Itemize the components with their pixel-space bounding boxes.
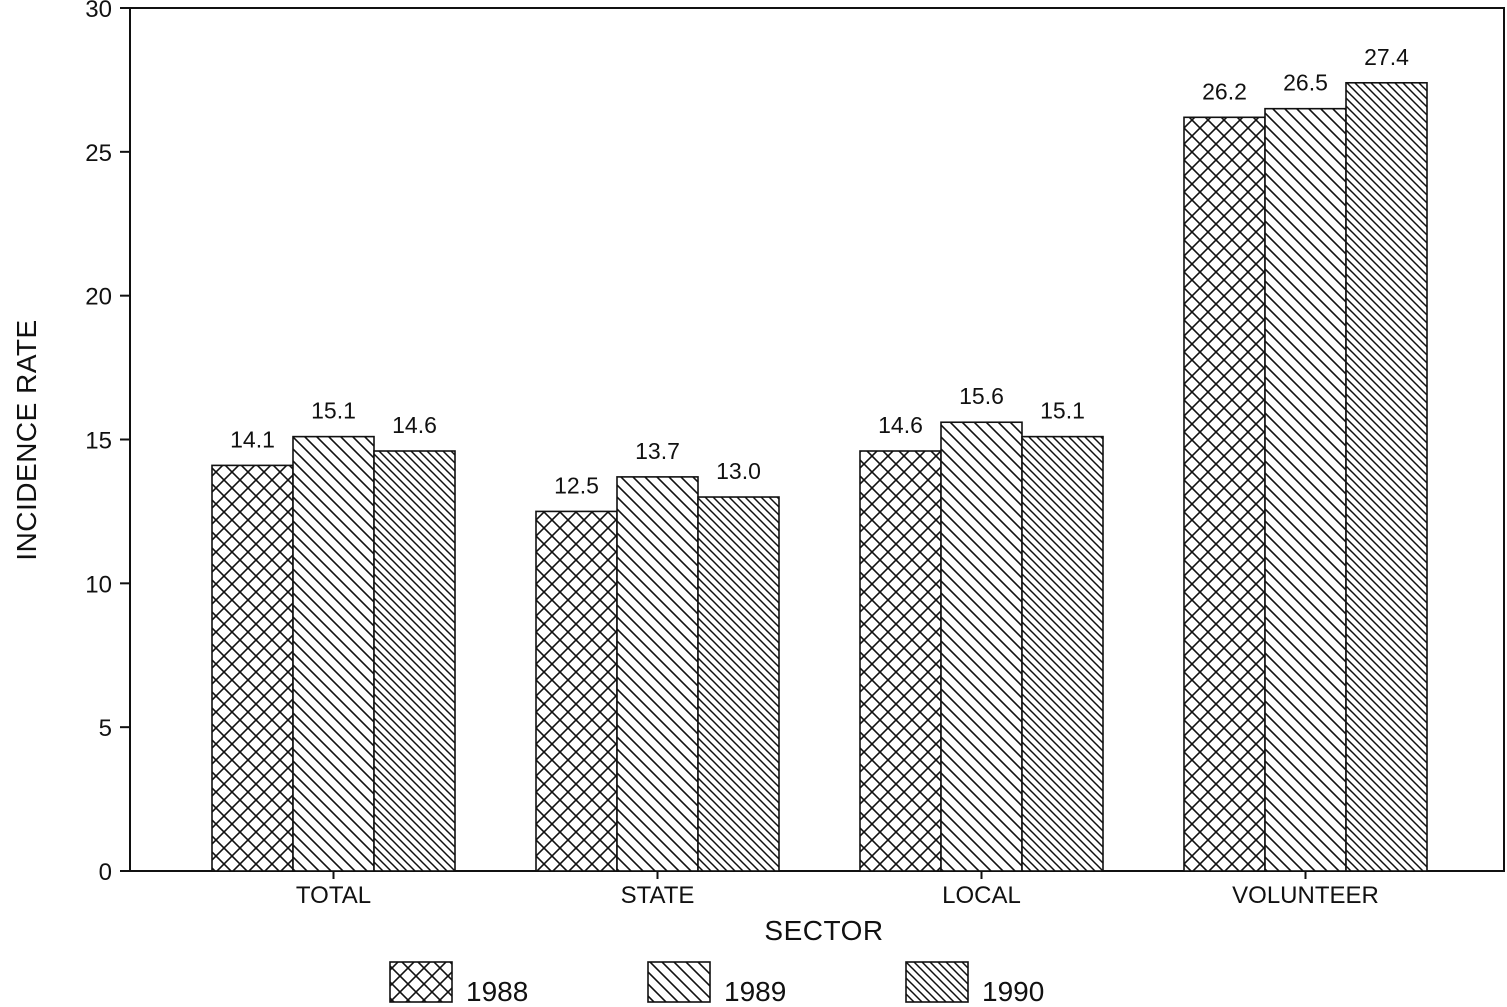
y-tick-label: 0 bbox=[99, 859, 112, 886]
value-label: 12.5 bbox=[554, 472, 599, 498]
bar-volunteer-1989 bbox=[1264, 107, 1347, 872]
bar-volunteer-1988 bbox=[1183, 116, 1266, 872]
legend: 1988 1989 1990 bbox=[389, 961, 1044, 1007]
value-label: 13.7 bbox=[635, 438, 680, 464]
value-labels: 14.1 15.1 14.6 12.5 13.7 13.0 14.6 15.6 15.1 26.2… bbox=[230, 44, 1409, 499]
legend-label: 1988 bbox=[466, 976, 528, 1007]
x-axis-title: SECTOR bbox=[764, 915, 883, 946]
value-label: 15.1 bbox=[311, 398, 356, 424]
legend-label: 1990 bbox=[982, 976, 1044, 1007]
value-label: 15.1 bbox=[1040, 398, 1085, 424]
y-tick-label: 15 bbox=[85, 428, 112, 455]
bar-state-1988 bbox=[535, 510, 618, 872]
value-label: 14.6 bbox=[392, 412, 437, 438]
y-tick-label: 10 bbox=[85, 571, 112, 598]
bar-volunteer-1990 bbox=[1345, 81, 1428, 872]
value-label: 13.0 bbox=[716, 458, 761, 484]
category-label: TOTAL bbox=[296, 882, 371, 909]
bar-total-1988 bbox=[211, 464, 294, 872]
value-label: 26.2 bbox=[1202, 78, 1247, 104]
value-label: 14.1 bbox=[230, 426, 275, 452]
y-axis: 0 5 10 15 20 25 30 bbox=[85, 0, 130, 886]
bar-total-1990 bbox=[373, 450, 456, 872]
bar-local-1989 bbox=[940, 421, 1023, 872]
legend-swatch-1990 bbox=[905, 961, 969, 1003]
bar-local-1988 bbox=[859, 450, 942, 872]
bar-local-1990 bbox=[1021, 435, 1104, 872]
legend-swatch-1989 bbox=[647, 961, 711, 1003]
value-label: 15.6 bbox=[959, 383, 1004, 409]
y-tick-label: 5 bbox=[99, 715, 112, 742]
legend-swatch-1988 bbox=[389, 961, 453, 1003]
y-tick-label: 30 bbox=[85, 0, 112, 23]
bar-state-1989 bbox=[616, 476, 699, 872]
category-label: VOLUNTEER bbox=[1232, 882, 1379, 909]
value-label: 26.5 bbox=[1283, 70, 1328, 96]
category-label: LOCAL bbox=[942, 882, 1021, 909]
bar-state-1990 bbox=[697, 496, 780, 872]
y-axis-title: INCIDENCE RATE bbox=[11, 319, 42, 560]
bar-total-1989 bbox=[292, 435, 375, 872]
y-tick-label: 20 bbox=[85, 284, 112, 311]
y-tick-label: 25 bbox=[85, 140, 112, 167]
category-label: STATE bbox=[621, 882, 695, 909]
legend-label: 1989 bbox=[724, 976, 786, 1007]
value-label: 14.6 bbox=[878, 412, 923, 438]
value-label: 27.4 bbox=[1364, 44, 1409, 70]
x-axis: TOTAL STATE LOCAL VOLUNTEER bbox=[296, 871, 1379, 909]
bars bbox=[211, 81, 1428, 872]
